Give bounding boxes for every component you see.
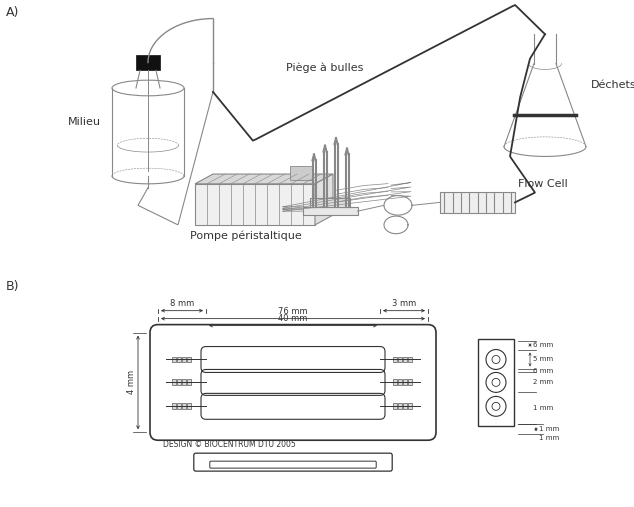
Text: 1 mm: 1 mm <box>533 405 553 411</box>
FancyBboxPatch shape <box>302 207 358 215</box>
FancyBboxPatch shape <box>393 356 397 363</box>
Text: 6 mm: 6 mm <box>533 368 553 374</box>
Text: 40 mm: 40 mm <box>278 314 307 322</box>
Text: Déchets: Déchets <box>591 80 634 90</box>
Text: 5 mm: 5 mm <box>533 356 553 363</box>
FancyBboxPatch shape <box>177 379 181 385</box>
FancyBboxPatch shape <box>440 192 515 213</box>
FancyBboxPatch shape <box>172 356 176 363</box>
FancyBboxPatch shape <box>182 379 186 385</box>
FancyBboxPatch shape <box>187 404 191 409</box>
FancyBboxPatch shape <box>177 404 181 409</box>
FancyBboxPatch shape <box>403 356 407 363</box>
FancyBboxPatch shape <box>290 166 312 180</box>
FancyBboxPatch shape <box>398 356 402 363</box>
FancyBboxPatch shape <box>187 356 191 363</box>
Text: DESIGN © BIOCENTRUM DTU 2005: DESIGN © BIOCENTRUM DTU 2005 <box>163 440 295 449</box>
FancyBboxPatch shape <box>398 404 402 409</box>
FancyBboxPatch shape <box>182 404 186 409</box>
FancyBboxPatch shape <box>403 379 407 385</box>
Text: Flow Cell: Flow Cell <box>518 179 568 189</box>
Text: B): B) <box>6 280 20 293</box>
FancyBboxPatch shape <box>408 356 412 363</box>
FancyBboxPatch shape <box>187 379 191 385</box>
Text: Milieu: Milieu <box>68 117 101 127</box>
Polygon shape <box>195 174 333 184</box>
FancyBboxPatch shape <box>136 55 160 70</box>
FancyBboxPatch shape <box>195 184 315 225</box>
FancyBboxPatch shape <box>398 379 402 385</box>
Text: Pompe péristaltique: Pompe péristaltique <box>190 231 302 241</box>
Text: A): A) <box>6 6 20 19</box>
Text: 6 mm: 6 mm <box>533 342 553 348</box>
FancyBboxPatch shape <box>408 379 412 385</box>
FancyBboxPatch shape <box>310 198 350 207</box>
Polygon shape <box>315 174 333 225</box>
FancyBboxPatch shape <box>172 404 176 409</box>
FancyBboxPatch shape <box>408 404 412 409</box>
FancyBboxPatch shape <box>177 356 181 363</box>
FancyBboxPatch shape <box>172 379 176 385</box>
Text: Piège à bulles: Piège à bulles <box>287 63 364 74</box>
FancyBboxPatch shape <box>393 379 397 385</box>
Text: 8 mm: 8 mm <box>170 299 194 308</box>
FancyBboxPatch shape <box>393 404 397 409</box>
FancyBboxPatch shape <box>182 356 186 363</box>
Text: 3 mm: 3 mm <box>392 299 416 308</box>
Text: 76 mm: 76 mm <box>278 307 308 316</box>
Text: 4 mm: 4 mm <box>127 370 136 394</box>
Text: 1 mm: 1 mm <box>539 426 559 432</box>
FancyBboxPatch shape <box>403 404 407 409</box>
Text: 2 mm: 2 mm <box>533 379 553 385</box>
Text: 1 mm: 1 mm <box>539 435 559 441</box>
